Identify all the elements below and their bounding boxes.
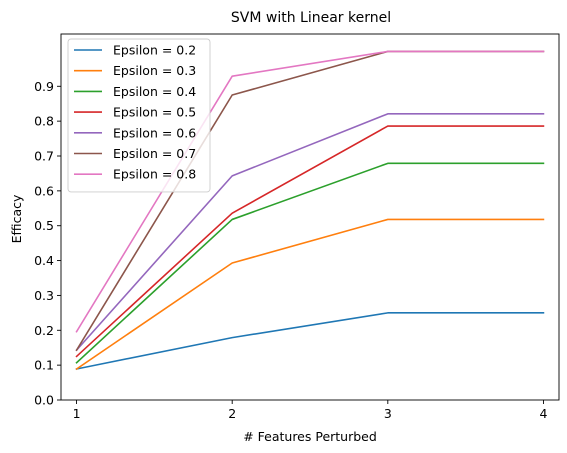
series-line-7 [75,50,545,333]
y-tick-label: 0.4 [34,253,54,268]
legend: Epsilon = 0.2 Epsilon = 0.3 Epsilon = 0.4 E… [67,38,211,193]
series-line-3 [75,162,545,364]
x-tick-label: 4 [539,406,547,421]
y-tick-label: 0.8 [34,114,54,129]
plot-area: 1 2 3 4 0.0 0.1 0.2 0.3 0.4 0.5 0.6 0.7 0.8 0.9 Epsilo… [34,33,560,421]
legend-label: Epsilon = 0.5 [113,105,196,120]
x-tick-label: 3 [384,406,392,421]
x-tick-label: 1 [73,406,81,421]
series-line-4 [75,125,545,358]
chart-title: SVM with Linear kernel [231,10,391,26]
y-tick-label: 0.0 [34,393,54,408]
axes-frame [60,33,560,401]
legend-box [67,38,211,193]
y-tick-label: 0.5 [34,218,54,233]
x-tick-label: 2 [228,406,236,421]
series-line-5 [75,113,545,352]
y-tick-label: 0.3 [34,288,54,303]
legend-label: Epsilon = 0.8 [113,167,196,182]
legend-label: Epsilon = 0.3 [113,63,196,78]
legend-label: Epsilon = 0.4 [113,84,196,99]
series-line-2 [75,218,545,371]
y-tick-label: 0.2 [34,323,54,338]
y-tick-label: 0.7 [34,149,54,164]
legend-label: Epsilon = 0.6 [113,125,196,140]
y-axis-label: Efficacy [9,194,24,243]
legend-label: Epsilon = 0.7 [113,146,196,161]
y-tick-label: 0.9 [34,79,54,94]
legend-label: Epsilon = 0.2 [113,43,196,58]
y-tick-label: 0.1 [34,358,54,373]
y-tick-label: 0.6 [34,183,54,198]
series-line-1 [75,312,545,370]
x-axis-label: # Features Perturbed [243,429,377,444]
